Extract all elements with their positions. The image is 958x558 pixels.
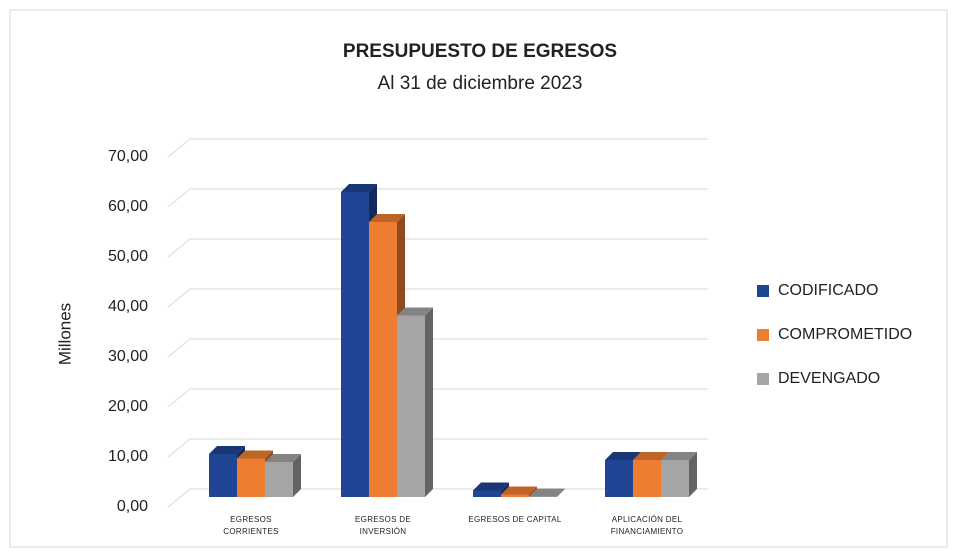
bar-top	[501, 486, 537, 495]
y-tick-label: 30,00	[108, 348, 148, 365]
bar	[341, 192, 369, 497]
y-tick-label: 70,00	[108, 148, 148, 165]
bar-top	[529, 488, 565, 497]
bar	[397, 315, 425, 497]
bar	[265, 462, 293, 497]
bar	[605, 460, 633, 497]
grid-line	[167, 388, 708, 408]
grid-line	[167, 188, 708, 208]
bar	[369, 222, 397, 497]
bar	[633, 460, 661, 497]
bar	[237, 458, 265, 497]
legend-label: COMPROMETIDO	[778, 326, 912, 343]
bar-top	[369, 214, 405, 222]
bar-side	[293, 454, 301, 497]
legend-label: CODIFICADO	[778, 282, 878, 299]
y-tick-label: 60,00	[108, 198, 148, 215]
y-tick-label: 0,00	[117, 498, 148, 515]
bar	[529, 496, 557, 497]
bar-side	[689, 452, 697, 497]
bar-top	[265, 454, 301, 462]
grid-line	[167, 438, 708, 458]
legend-swatch	[757, 285, 769, 297]
x-tick-label: EGRESOS CORRIENTES	[223, 515, 279, 536]
legend-swatch	[757, 329, 769, 341]
bar-top	[605, 452, 641, 460]
legend-swatch	[757, 373, 769, 385]
bar-top	[397, 307, 433, 316]
chart-title: PRESUPUESTO DE EGRESOS	[343, 41, 617, 62]
x-tick-label: EGRESOS DE INVERSIÓN	[355, 515, 411, 536]
bar-top	[237, 450, 273, 459]
grid-line	[167, 288, 708, 308]
bar-side	[529, 486, 537, 497]
grid-line	[167, 338, 708, 358]
chart-subtitle: Al 31 de diciembre 2023	[378, 73, 583, 94]
bar-top	[473, 482, 509, 491]
x-tick-label: EGRESOS DE CAPITAL	[468, 515, 562, 524]
bar-side	[425, 307, 433, 497]
bar-top	[633, 452, 669, 460]
grid-line	[167, 138, 708, 158]
bar	[473, 490, 501, 497]
legend-label: DEVENGADO	[778, 370, 880, 387]
x-tick-label: APLICACIÓN DEL FINANCIAMIENTO	[610, 515, 684, 536]
y-tick-label: 50,00	[108, 248, 148, 265]
bar-top	[661, 452, 697, 460]
bar	[501, 494, 529, 497]
chart-border	[9, 9, 948, 548]
bar	[661, 460, 689, 497]
y-axis-label: Millones	[55, 303, 74, 365]
bar-top	[341, 184, 377, 192]
bar	[209, 454, 237, 497]
y-tick-label: 40,00	[108, 298, 148, 315]
y-tick-label: 10,00	[108, 448, 148, 465]
bar-top	[209, 446, 245, 454]
y-tick-label: 20,00	[108, 398, 148, 415]
grid-line	[167, 238, 708, 258]
bar-side	[557, 488, 565, 497]
